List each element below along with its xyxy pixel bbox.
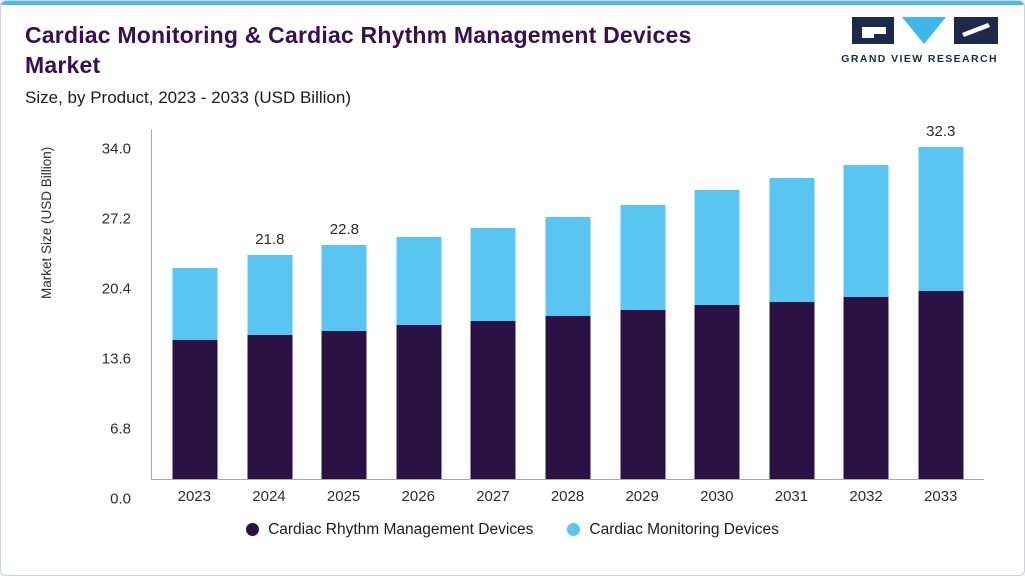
chart-subtitle: Size, by Product, 2023 - 2033 (USD Billi… xyxy=(25,87,351,107)
stacked-bar-2031[interactable] xyxy=(769,130,815,479)
bar-slot: 21.8 xyxy=(233,130,308,479)
y-tick-label: 34.0 xyxy=(101,140,131,158)
bar-segment-series2[interactable] xyxy=(769,178,815,303)
bar-slot xyxy=(829,130,904,479)
gvr-logo-text: GRAND VIEW RESEARCH xyxy=(841,53,998,65)
bar-segment-series2[interactable] xyxy=(694,190,740,306)
bar-slot xyxy=(158,130,233,479)
stacked-bar-2032[interactable] xyxy=(843,130,889,479)
bar-slot xyxy=(531,130,606,479)
bar-chart-plot: 21.8 22.8 32.3 xyxy=(151,123,984,480)
bar-value-label: 21.8 xyxy=(255,231,285,249)
bar-slot xyxy=(680,130,755,479)
bar-segment-series1[interactable] xyxy=(769,302,815,479)
x-tick-label: 2031 xyxy=(774,487,809,505)
bar-slot: 32.3 xyxy=(903,123,978,479)
bar-segment-series1[interactable] xyxy=(545,315,591,479)
stacked-bar-2023[interactable] xyxy=(172,130,218,479)
stacked-bar-2030[interactable] xyxy=(694,130,740,479)
bar-segment-series2[interactable] xyxy=(843,164,889,298)
legend-item-2[interactable]: Cardiac Monitoring Devices xyxy=(567,521,779,539)
stacked-bar-2028[interactable] xyxy=(545,130,591,479)
chart-legend: Cardiac Rhythm Management Devices Cardiac… xyxy=(1,521,1024,539)
x-tick-label: 2029 xyxy=(625,487,659,505)
bar-segment-series1[interactable] xyxy=(843,297,889,479)
top-accent-bar xyxy=(1,1,1024,5)
bar-segment-series2[interactable] xyxy=(620,204,666,311)
bar-slot xyxy=(754,130,829,479)
bar-segment-series2[interactable] xyxy=(470,228,516,321)
y-tick-label: 27.2 xyxy=(101,210,131,228)
page-title: Cardiac Monitoring & Cardiac Rhythm Mana… xyxy=(25,22,692,78)
y-tick-label: 13.6 xyxy=(101,350,131,368)
bar-slot: 22.8 xyxy=(307,130,382,479)
bar-segment-series2[interactable] xyxy=(545,217,591,316)
bar-segment-series2[interactable] xyxy=(321,244,367,331)
bars-row: 21.8 22.8 32.3 xyxy=(152,123,984,479)
bar-segment-series2[interactable] xyxy=(247,255,293,336)
chart-header: Cardiac Monitoring & Cardiac Rhythm Mana… xyxy=(1,5,1024,108)
x-tick-label: 2024 xyxy=(252,487,286,505)
legend-item-1[interactable]: Cardiac Rhythm Management Devices xyxy=(246,521,533,539)
stacked-bar-2027[interactable] xyxy=(470,130,516,479)
bar-segment-series2[interactable] xyxy=(172,268,218,341)
bar-slot xyxy=(605,130,680,479)
x-tick-label: 2026 xyxy=(401,487,435,505)
x-tick-label: 2023 xyxy=(177,487,211,505)
stacked-bar-2033[interactable] xyxy=(918,130,964,479)
y-ticks: 0.0 6.8 13.6 20.4 27.2 34.0 xyxy=(81,141,141,508)
bar-segment-series1[interactable] xyxy=(470,320,516,479)
bar-segment-series2[interactable] xyxy=(918,147,964,291)
bar-segment-series1[interactable] xyxy=(694,305,740,479)
legend-marker-icon xyxy=(246,523,260,537)
stacked-bar-2029[interactable] xyxy=(620,130,666,479)
legend-marker-icon xyxy=(567,523,581,537)
y-tick-label: 0.0 xyxy=(110,490,131,508)
gvr-logo: GRAND VIEW RESEARCH xyxy=(841,17,998,65)
bar-segment-series1[interactable] xyxy=(247,335,293,479)
bar-segment-series2[interactable] xyxy=(396,236,442,325)
legend-label: Cardiac Monitoring Devices xyxy=(589,520,779,538)
x-tick-label: 2028 xyxy=(550,487,585,505)
gvr-logo-icon xyxy=(852,17,998,44)
bar-value-label: 32.3 xyxy=(926,123,956,141)
x-tick-label: 2027 xyxy=(476,487,510,505)
stacked-bar-2025[interactable] xyxy=(321,130,367,479)
bar-segment-series1[interactable] xyxy=(172,340,218,479)
stacked-bar-2026[interactable] xyxy=(396,130,442,479)
x-tick-label: 2033 xyxy=(924,487,958,505)
y-tick-label: 6.8 xyxy=(110,420,131,438)
bar-slot xyxy=(456,130,531,479)
x-tick-label: 2032 xyxy=(849,487,883,505)
x-tick-label: 2030 xyxy=(700,487,734,505)
y-axis-title: Market Size (USD Billion) xyxy=(39,146,54,299)
stacked-bar-2024[interactable] xyxy=(247,130,293,479)
bar-segment-series1[interactable] xyxy=(396,324,442,479)
bar-slot xyxy=(382,130,457,479)
legend-label: Cardiac Rhythm Management Devices xyxy=(268,520,534,538)
bar-segment-series1[interactable] xyxy=(321,330,367,479)
bar-segment-series1[interactable] xyxy=(620,310,666,479)
bar-segment-series1[interactable] xyxy=(918,290,964,479)
y-tick-label: 20.4 xyxy=(101,280,131,298)
x-labels-row: 2023 2024 2025 2026 2027 2028 2029 2030 2031 2032… xyxy=(151,488,984,505)
bar-value-label: 22.8 xyxy=(329,220,359,238)
x-tick-label: 2025 xyxy=(326,487,361,505)
